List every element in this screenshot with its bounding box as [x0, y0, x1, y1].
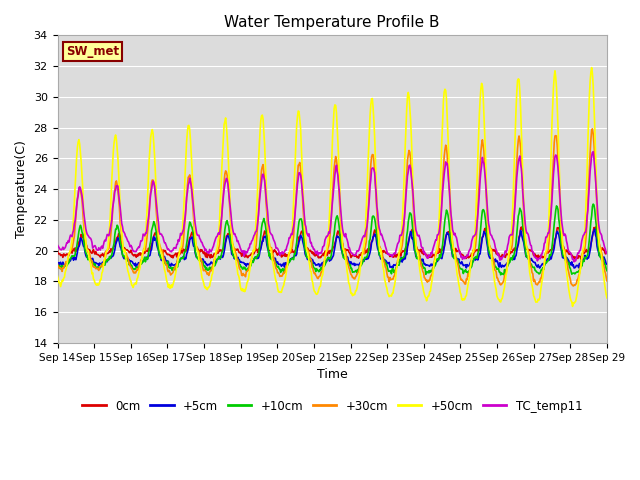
Title: Water Temperature Profile B: Water Temperature Profile B: [225, 15, 440, 30]
Text: SW_met: SW_met: [66, 45, 119, 58]
Y-axis label: Temperature(C): Temperature(C): [15, 140, 28, 238]
Legend: 0cm, +5cm, +10cm, +30cm, +50cm, TC_temp11: 0cm, +5cm, +10cm, +30cm, +50cm, TC_temp1…: [77, 395, 587, 417]
X-axis label: Time: Time: [317, 368, 348, 381]
